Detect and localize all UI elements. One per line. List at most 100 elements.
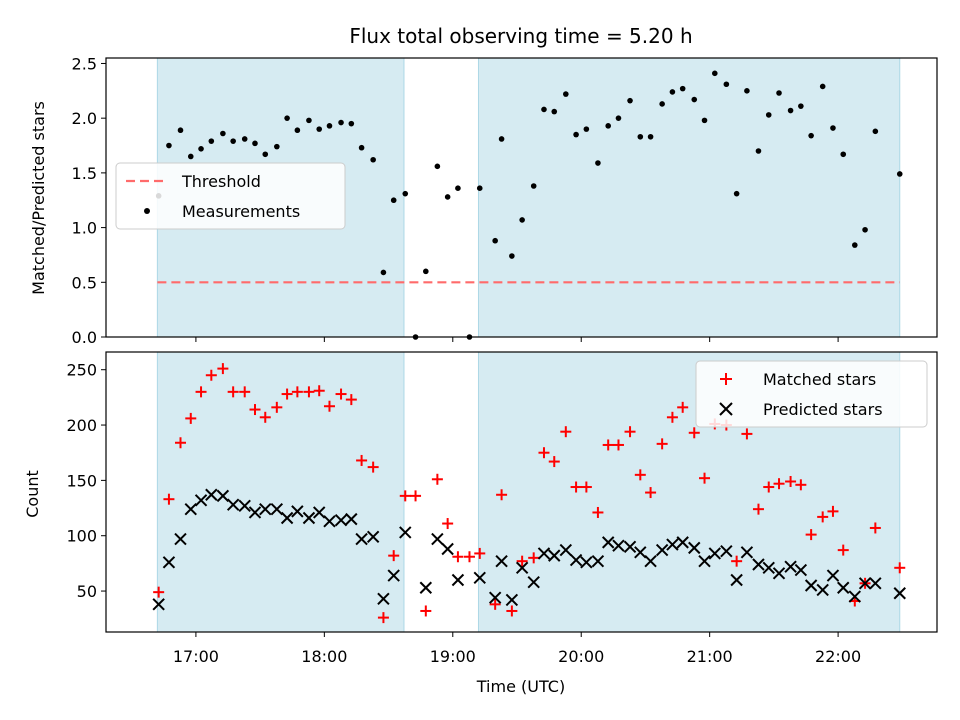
measurement-point (744, 88, 750, 94)
matched-star-marker (420, 605, 432, 617)
predicted-star-marker (569, 553, 583, 567)
matched-star-marker (837, 544, 849, 556)
top-y-tick-label: 2.0 (72, 109, 97, 128)
measurement-point (498, 136, 505, 142)
predicted-star-marker (537, 547, 551, 560)
predicted-star-marker (313, 506, 326, 519)
measurement-point (338, 119, 344, 126)
matched-star-marker (506, 605, 518, 617)
measurement-point (348, 120, 355, 127)
predicted-star-marker (730, 573, 743, 587)
matched-star-marker (645, 487, 657, 499)
measurement-point (896, 171, 903, 177)
measurement-point (776, 90, 782, 96)
measurement-point (563, 91, 569, 97)
matched-star-marker (227, 386, 239, 398)
x-tick-label: 22:00 (815, 647, 861, 666)
matched-star-marker (752, 503, 764, 515)
predicted-star-marker (676, 536, 689, 549)
matched-star-marker (271, 401, 283, 413)
matched-star-marker (677, 401, 689, 413)
matched-star-marker (410, 490, 422, 502)
predicted-star-marker (334, 514, 348, 527)
measurement-point (637, 133, 644, 140)
predicted-star-marker (184, 502, 197, 516)
matched-star-marker (356, 454, 368, 466)
matched-star-marker (303, 386, 315, 398)
predicted-star-marker (527, 575, 540, 589)
matched-star-marker (335, 388, 347, 400)
bottom-y-tick-label: 200 (66, 416, 97, 435)
matched-star-marker (442, 518, 454, 530)
matched-star-marker (185, 412, 197, 424)
matched-star-marker (323, 400, 335, 412)
bottom-y-tick-label: 250 (66, 361, 97, 380)
matched-star-marker (602, 439, 614, 451)
predicted-star-marker (323, 515, 336, 528)
top-y-axis-label: Matched/Predicted stars (29, 101, 48, 295)
measurement-point (166, 142, 172, 149)
measurement-point (326, 123, 333, 129)
measurement-point (615, 115, 622, 121)
x-tick-label: 19:00 (430, 647, 476, 666)
predicted-star-marker (708, 547, 722, 560)
matched-star-marker (452, 551, 464, 563)
matched-star-marker (741, 428, 753, 440)
matched-star-marker (827, 505, 839, 517)
matched-star-marker (869, 522, 881, 534)
measurement-point (434, 163, 441, 170)
matched-star-marker (795, 479, 807, 491)
measurement-point (316, 126, 323, 132)
legend-matched-label: Matched stars (763, 370, 876, 389)
measurement-point (691, 96, 698, 103)
measurement-point (177, 127, 184, 134)
measurement-point (262, 151, 269, 158)
matched-star-marker (516, 555, 528, 567)
predicted-star-marker (784, 560, 797, 573)
predicted-star-marker (345, 512, 358, 526)
top-plot-frame (105, 57, 938, 338)
measurement-point (252, 140, 258, 147)
measurement-point (605, 123, 611, 129)
chart-title: Flux total observing time = 5.20 h (349, 24, 692, 48)
measurement-point (627, 97, 633, 104)
measurement-point (712, 70, 718, 77)
measurement-point (198, 146, 204, 152)
bottom-panel: 17:00 18:00 19:00 20:00 21:00 22:00 50 100 150 20… (23, 351, 938, 696)
predicted-star-marker (869, 577, 882, 590)
matched-star-marker (580, 481, 592, 493)
bottom-legend: Matched stars Predicted stars (695, 360, 928, 428)
matched-star-marker (239, 386, 251, 398)
predicted-star-marker (655, 543, 669, 557)
measurement-point (840, 151, 847, 158)
predicted-star-marker (259, 502, 272, 516)
matched-star-marker (528, 552, 540, 564)
top-y-tick-label: 0.0 (72, 328, 97, 347)
predicted-star-marker (162, 556, 176, 569)
measurement-point (220, 130, 226, 137)
predicted-star-marker (666, 538, 679, 551)
measurement-point (541, 106, 547, 113)
measurement-point (659, 101, 665, 107)
predicted-star-marker (634, 546, 647, 559)
predicted-star-marker (580, 556, 593, 569)
measurement-point (583, 126, 590, 132)
predicted-star-marker (355, 532, 368, 546)
matched-star-marker (377, 612, 389, 624)
predicted-star-marker (816, 583, 829, 597)
predicted-star-marker (720, 545, 733, 558)
matched-star-marker (699, 472, 711, 484)
matched-star-marker (731, 555, 743, 567)
measurement-point (519, 217, 525, 223)
predicted-star-marker (441, 542, 454, 556)
measurement-point (444, 194, 451, 200)
predicted-star-marker (612, 539, 625, 552)
measurement-point (872, 128, 879, 135)
matched-star-marker (688, 427, 700, 439)
predicted-star-marker (848, 590, 862, 603)
matched-star-marker (463, 551, 475, 563)
measurement-point (755, 148, 762, 154)
measurement-point (509, 253, 515, 259)
predicted-star-marker (238, 499, 251, 513)
measurement-point (370, 156, 376, 163)
